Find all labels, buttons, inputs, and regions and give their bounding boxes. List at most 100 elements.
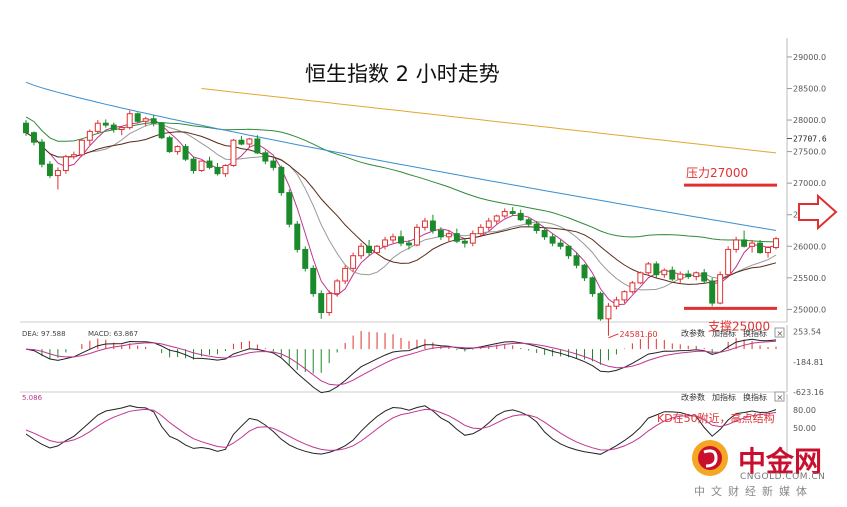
candle-body — [461, 240, 468, 244]
candle-body — [126, 113, 133, 129]
candle-body — [142, 118, 149, 122]
kd-y-tick-label: 80.00 — [793, 406, 816, 415]
candle-body — [262, 152, 269, 162]
candle-body — [102, 122, 109, 126]
right-arrow-icon — [798, 193, 838, 231]
candle-body — [485, 220, 492, 228]
ma-fast-line — [25, 118, 777, 306]
candle-body — [429, 220, 436, 231]
candle-body — [134, 113, 141, 122]
candle-body — [541, 229, 548, 238]
cngold-logo-icon — [692, 440, 728, 476]
candle-body — [334, 280, 341, 295]
kd-button-2: 换指标 — [743, 392, 767, 402]
candle-body — [701, 272, 708, 282]
logo-tagline: 中文财经新媒体 — [694, 485, 813, 498]
ma-120-line — [25, 81, 777, 231]
candle-body — [118, 127, 125, 131]
kd-value-label: 5.086 — [22, 394, 43, 402]
candle-body — [86, 130, 93, 141]
candle-body — [413, 226, 420, 246]
candle-body — [493, 215, 500, 222]
candle-body — [230, 139, 237, 166]
candle-body — [406, 242, 412, 246]
candle-body — [374, 245, 381, 254]
candle-body — [421, 220, 428, 228]
macd-close-icon: × — [777, 329, 784, 338]
macd-button-0: 改参数 — [681, 328, 705, 338]
candle-body — [661, 269, 668, 276]
candle-body — [645, 263, 652, 274]
candle-body — [669, 269, 676, 280]
y-tick-label: 27000.0 — [793, 179, 826, 188]
candle-body — [709, 280, 716, 304]
candle-body — [773, 238, 779, 249]
candle-body — [501, 211, 508, 217]
candle-body — [605, 305, 612, 320]
candle-body — [453, 233, 460, 242]
candle-body — [78, 139, 85, 156]
candle-body — [46, 163, 53, 177]
candle-body — [525, 219, 532, 225]
candle-body — [246, 138, 253, 145]
candle-body — [23, 122, 29, 134]
candle-body — [318, 293, 325, 314]
candle-body — [621, 291, 628, 301]
y-tick-label: 25000.0 — [793, 305, 826, 314]
candle-body — [182, 146, 189, 160]
macd-y-tick-label: -184.81 — [793, 358, 824, 367]
candle-body — [477, 226, 484, 235]
candle-body — [254, 138, 261, 154]
candle-body — [270, 160, 277, 168]
logo-domain: CNGOLD.COM.CN — [740, 472, 826, 482]
candle-body — [38, 141, 45, 165]
candle-body — [717, 274, 724, 304]
candle-body — [350, 255, 357, 269]
macd-button-1: 加指标 — [712, 328, 736, 338]
candle-body — [54, 170, 61, 177]
low-marker-arrow — [608, 333, 619, 339]
kd-button-1: 加指标 — [712, 392, 736, 402]
ma-60-line — [25, 116, 777, 243]
candle-body — [366, 245, 373, 254]
candle-body — [206, 160, 213, 168]
y-tick-label: 26000.0 — [793, 242, 826, 251]
candle-body — [278, 166, 285, 194]
candle-body — [629, 282, 636, 293]
candle-body — [725, 248, 732, 276]
y-tick-label: 25500.0 — [793, 274, 826, 283]
candle-body — [166, 137, 173, 153]
candle-body — [110, 124, 117, 131]
candle-body — [549, 236, 556, 244]
candle-body — [398, 236, 404, 244]
candle-body — [469, 233, 476, 244]
y-tick-label: 28000.0 — [793, 116, 826, 125]
kd-d-line — [25, 408, 777, 451]
candle-body — [533, 223, 540, 231]
macd-close-box — [774, 327, 785, 338]
kd-close-box — [774, 391, 785, 402]
candle-body — [190, 158, 197, 172]
candle-body — [573, 255, 580, 266]
candle-body — [174, 146, 181, 153]
candle-body — [637, 272, 644, 284]
kd-y-tick-label: 50.00 — [793, 424, 816, 433]
candle-body — [70, 154, 77, 158]
resistance-label: 压力27000 — [686, 166, 748, 180]
candle-body — [749, 242, 756, 247]
candle-body — [238, 139, 245, 145]
candle-body — [509, 211, 516, 214]
candle-body — [310, 267, 317, 295]
macd-value-label: MACD: 63.867 — [88, 330, 138, 338]
kd-k-line — [25, 405, 777, 455]
low-label: 24581.60 — [619, 330, 657, 339]
candle-body — [62, 156, 69, 172]
macd-dea-label: DEA: 97.588 — [22, 330, 66, 338]
candle-body — [685, 273, 692, 278]
candle-body — [158, 122, 165, 139]
candle-body — [286, 192, 293, 225]
candle-body — [653, 263, 660, 276]
macd-dea-line — [25, 340, 777, 386]
candle-body — [733, 239, 740, 250]
